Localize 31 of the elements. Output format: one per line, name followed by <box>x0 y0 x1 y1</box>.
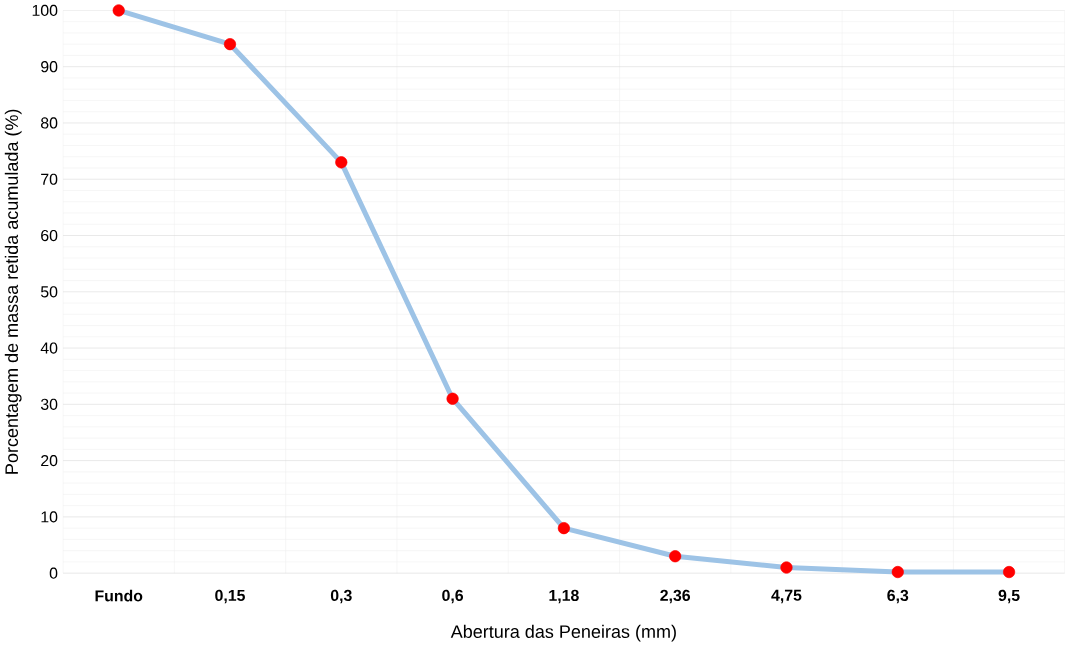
x-tick-label: 0,15 <box>215 589 245 604</box>
x-tick-label: 2,36 <box>660 589 691 604</box>
point <box>557 521 570 535</box>
y-tick-label: 80 <box>41 117 58 129</box>
point <box>891 565 904 578</box>
point <box>223 37 237 51</box>
x-tick-label: 1,18 <box>549 589 579 604</box>
x-tick-label: Fundo <box>95 589 143 602</box>
x-axis-title: Abertura das Peneiras (mm) <box>450 624 676 642</box>
y-tick-label: 10 <box>41 511 58 523</box>
point <box>112 4 125 17</box>
x-tick-label: 0,6 <box>442 589 464 604</box>
point <box>335 156 348 169</box>
x-tick-label: 9,5 <box>998 589 1020 604</box>
y-tick-label: 20 <box>41 454 58 467</box>
x-tick-label: 6,3 <box>887 589 909 604</box>
point <box>669 550 682 563</box>
y-tick-label: 100 <box>32 4 58 16</box>
y-tick-label: 90 <box>41 60 58 73</box>
y-tick-label: 60 <box>41 229 58 241</box>
x-tick-label: 4,75 <box>771 589 802 603</box>
y-tick-label: 70 <box>41 173 58 185</box>
y-tick-label: 0 <box>49 567 58 579</box>
point <box>780 561 793 574</box>
y-tick-label: 50 <box>40 286 58 298</box>
y-axis-title: Porcentagem de massa retida acumulada (%) <box>4 109 22 474</box>
point <box>1003 565 1016 578</box>
point <box>446 392 459 405</box>
y-tick-label: 30 <box>40 398 58 410</box>
x-tick-label: 0,3 <box>330 589 352 604</box>
y-tick-label: 40 <box>40 342 58 354</box>
